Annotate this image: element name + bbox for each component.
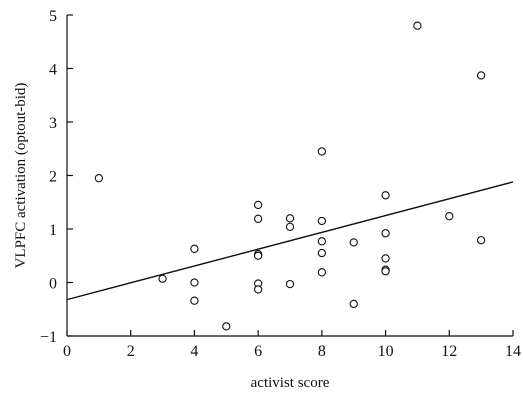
data-point (317, 248, 327, 258)
data-point (285, 222, 295, 232)
x-tick-label: 0 (63, 343, 71, 360)
y-tick-label: 5 (49, 8, 57, 25)
data-point (445, 212, 454, 221)
y-tick-label: −1 (40, 329, 57, 346)
x-tick-label: 6 (254, 343, 262, 360)
data-point (381, 191, 390, 200)
data-point (413, 21, 422, 30)
x-tick-label: 12 (441, 343, 457, 360)
data-point (253, 200, 263, 210)
data-point (381, 254, 390, 263)
y-tick-label: 0 (49, 276, 57, 293)
regression-line (66, 181, 514, 301)
y-tick-label: 4 (49, 62, 57, 79)
data-point (317, 268, 327, 277)
x-tick-label: 4 (190, 343, 198, 360)
x-axis-label: activist score (251, 375, 330, 391)
data-point (253, 251, 263, 260)
data-point (317, 216, 327, 226)
x-tick-label: 8 (318, 343, 326, 360)
data-point (253, 285, 263, 294)
y-tick-label: 3 (49, 115, 57, 132)
data-point (476, 236, 486, 245)
data-point (317, 147, 327, 156)
y-tick-label: 2 (49, 169, 57, 186)
data-point (349, 238, 358, 247)
data-point (381, 267, 390, 276)
data-point (349, 299, 358, 309)
data-point (190, 278, 199, 287)
data-point (285, 214, 295, 223)
x-tick-label: 10 (378, 343, 394, 360)
y-axis-label: VLPFC activation (optout-bid) (13, 83, 29, 269)
data-point (476, 71, 486, 80)
x-tick-label: 14 (505, 343, 521, 360)
x-tick-label: 2 (127, 343, 135, 360)
data-point (190, 244, 199, 253)
data-point (381, 229, 390, 238)
data-points (94, 21, 486, 331)
data-point (190, 296, 199, 305)
data-point (222, 322, 231, 331)
y-tick-label: 1 (49, 222, 57, 239)
data-point (253, 214, 263, 223)
y-axis-ticks: −1 0 1 2 3 4 5 (40, 8, 73, 346)
x-axis-ticks: 0 2 4 6 8 10 12 14 (63, 330, 521, 360)
data-point (317, 237, 327, 246)
data-point (285, 279, 295, 289)
data-point (94, 174, 104, 183)
data-point (158, 274, 167, 283)
